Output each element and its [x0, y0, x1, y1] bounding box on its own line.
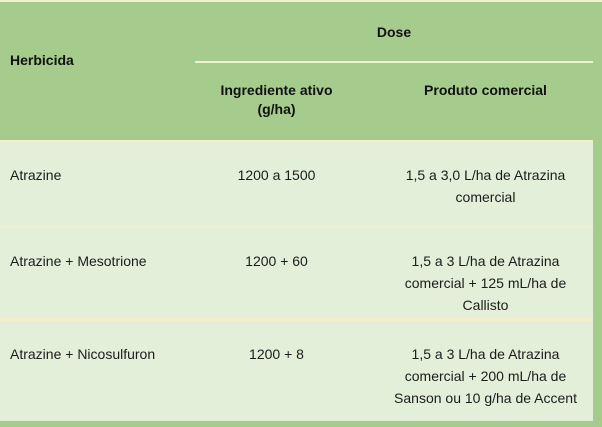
cell-active-ingredient: 1200 a 1500: [237, 167, 316, 183]
dose-underline: [195, 61, 593, 63]
table-inner: Herbicida Dose Ingrediente ativo (g/ha) …: [0, 2, 593, 421]
column-header-ingrediente-ativo: Ingrediente ativo (g/ha): [195, 63, 358, 140]
dose-header-group: Dose Ingrediente ativo (g/ha) Produto co…: [195, 2, 593, 140]
cell-commercial-product: 1,5 a 3 L/ha de Atrazina comercial + 125…: [404, 253, 567, 313]
cell-active-ingredient: 1200 + 60: [245, 253, 308, 269]
cell-herbicide: Atrazine + Mesotrione: [10, 253, 147, 269]
cell-herbicide: Atrazine + Nicosulfuron: [10, 346, 156, 362]
table-header: Herbicida Dose Ingrediente ativo (g/ha) …: [0, 2, 593, 140]
column-header-herbicida: Herbicida: [10, 52, 74, 68]
column-header-dose: Dose: [376, 23, 412, 40]
cell-herbicide: Atrazine: [10, 167, 62, 183]
cell-commercial-product: 1,5 a 3 L/ha de Atrazina comercial + 200…: [394, 346, 577, 406]
column-header-produto-comercial: Produto comercial: [424, 82, 547, 98]
cell-commercial-product: 1,5 a 3,0 L/ha de Atrazina comercial: [405, 167, 566, 205]
table-row: Atrazine 1200 a 1500 1,5 a 3,0 L/ha de A…: [0, 140, 593, 228]
cell-active-ingredient: 1200 + 8: [249, 346, 304, 362]
dose-subheaders: Ingrediente ativo (g/ha) Produto comerci…: [195, 63, 593, 140]
table-row: Atrazine + Mesotrione 1200 + 60 1,5 a 3 …: [0, 228, 593, 321]
ingrediente-ativo-line2: (g/ha): [257, 101, 296, 117]
table-row: Atrazine + Nicosulfuron 1200 + 8 1,5 a 3…: [0, 321, 593, 418]
ingrediente-ativo-line1: Ingrediente ativo: [220, 82, 333, 98]
